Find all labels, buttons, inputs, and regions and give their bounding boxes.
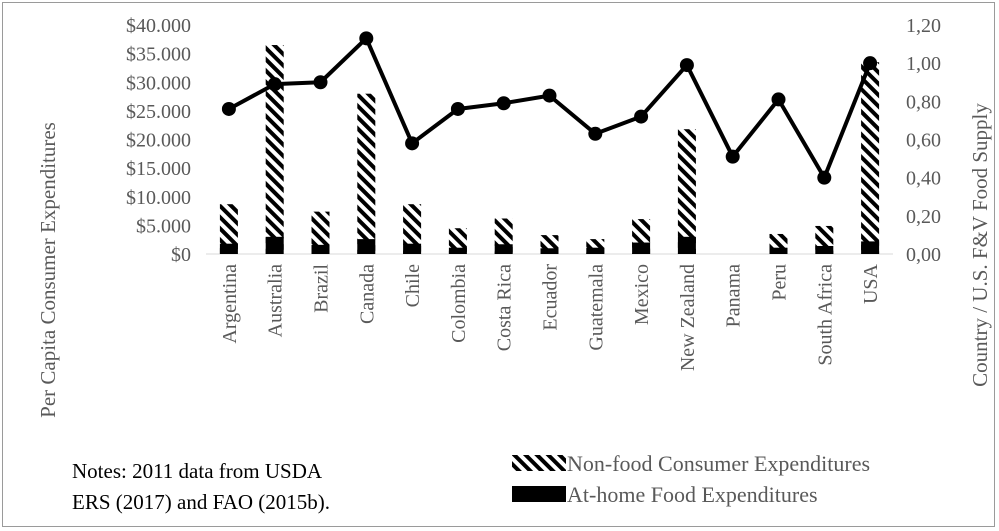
x-tick-label: New Zealand	[677, 264, 699, 371]
line-marker	[725, 149, 740, 164]
bar-at-home-food	[815, 245, 834, 254]
bar-at-home-food	[540, 248, 559, 254]
bar-at-home-food	[219, 243, 238, 254]
bar-non-food	[357, 93, 376, 254]
bar-at-home-food	[265, 236, 284, 254]
x-tick-label: Ecuador	[540, 264, 562, 331]
x-tick-label: Brazil	[311, 264, 333, 313]
x-tick-label: Guatemala	[585, 264, 607, 351]
x-tick-label: USA	[860, 263, 882, 304]
x-tick-label: Canada	[356, 264, 378, 324]
line-marker	[542, 88, 557, 103]
bar-at-home-food	[769, 247, 788, 254]
left-tick-label: $30.000	[126, 72, 191, 94]
bar-at-home-food	[448, 247, 467, 254]
left-tick-label: $5.000	[136, 215, 191, 237]
x-tick-label: Colombia	[448, 264, 470, 343]
line-marker	[679, 58, 694, 73]
legend-swatch-non-food	[512, 455, 566, 471]
x-tick-label: South Africa	[814, 264, 836, 366]
notes-text: Notes: 2011 data from USDA ERS (2017) an…	[72, 456, 382, 518]
right-tick-label: 0,80	[906, 91, 941, 113]
bar-non-food	[219, 204, 238, 254]
bar-non-food	[403, 204, 422, 254]
legend-swatch-at-home-food	[512, 486, 566, 502]
left-tick-label: $10.000	[126, 187, 191, 209]
x-tick-label: Costa Rica	[494, 264, 516, 351]
left-y-axis: $40.000 $35.000 $30.000 $25.000 $20.000 $15.0…	[126, 15, 893, 266]
bars-group	[219, 45, 880, 255]
x-tick-label: Australia	[265, 264, 287, 337]
right-tick-label: 1,00	[906, 53, 941, 75]
left-tick-label: $25.000	[126, 101, 191, 123]
line-marker	[496, 96, 511, 111]
right-tick-label: 1,20	[906, 15, 941, 37]
x-tick-label: Panama	[723, 264, 745, 327]
left-tick-label: $20.000	[126, 130, 191, 152]
line-marker	[221, 101, 236, 116]
line-marker	[771, 92, 786, 107]
bar-at-home-food	[403, 243, 422, 254]
bar-at-home-food	[677, 236, 696, 254]
left-tick-label: $40.000	[126, 15, 191, 37]
right-tick-label: 0,60	[906, 130, 941, 152]
line-series-group	[221, 31, 878, 185]
notes-line-2: ERS (2017) and FAO (2015b).	[72, 490, 331, 514]
line-marker	[634, 109, 649, 124]
left-tick-label: $15.000	[126, 158, 191, 180]
left-axis-title: Per Capita Consumer Expenditures	[36, 122, 60, 418]
bar-non-food	[861, 62, 880, 255]
bar-at-home-food	[586, 247, 605, 254]
legend-label-at-home-food: At-home Food Expenditures	[567, 482, 818, 507]
bar-at-home-food	[494, 244, 513, 254]
right-tick-label: 0,00	[906, 244, 941, 266]
right-tick-label: 0,20	[906, 206, 941, 228]
bar-non-food	[265, 45, 284, 254]
line-series	[227, 36, 872, 180]
x-tick-label: Chile	[402, 264, 424, 307]
right-y-axis: 1,20 1,00 0,80 0,60 0,40 0,20 0,00	[906, 15, 941, 266]
left-tick-label: $35.000	[126, 44, 191, 66]
x-tick-label: Mexico	[631, 264, 653, 325]
bar-at-home-food	[861, 241, 880, 254]
notes-line-1: Notes: 2011 data from USDA	[72, 459, 323, 483]
bar-non-food	[448, 228, 467, 254]
line-marker	[863, 56, 878, 71]
bar-non-food	[311, 211, 330, 254]
bar-non-food	[677, 129, 696, 254]
line-marker	[588, 126, 603, 141]
right-axis-title: Country / U.S. F&V Food Supply	[968, 103, 992, 387]
bar-at-home-food	[357, 239, 376, 254]
x-tick-label: Peru	[769, 264, 791, 301]
line-marker	[405, 136, 420, 151]
x-axis-labels: Argentina Australia Brazil Canada Chile Colom…	[219, 263, 882, 371]
line-marker	[313, 75, 328, 90]
line-marker	[450, 101, 465, 116]
bar-at-home-food	[632, 242, 651, 254]
line-marker	[817, 170, 832, 185]
line-marker	[267, 77, 282, 92]
legend-label-non-food: Non-food Consumer Expenditures	[567, 451, 870, 476]
line-marker	[359, 31, 374, 46]
bar-at-home-food	[311, 244, 330, 254]
legend: Non-food Consumer Expenditures At-home F…	[512, 451, 870, 507]
left-tick-label: $0	[171, 244, 191, 266]
right-tick-label: 0,40	[906, 168, 941, 190]
x-tick-label: Argentina	[219, 264, 241, 344]
